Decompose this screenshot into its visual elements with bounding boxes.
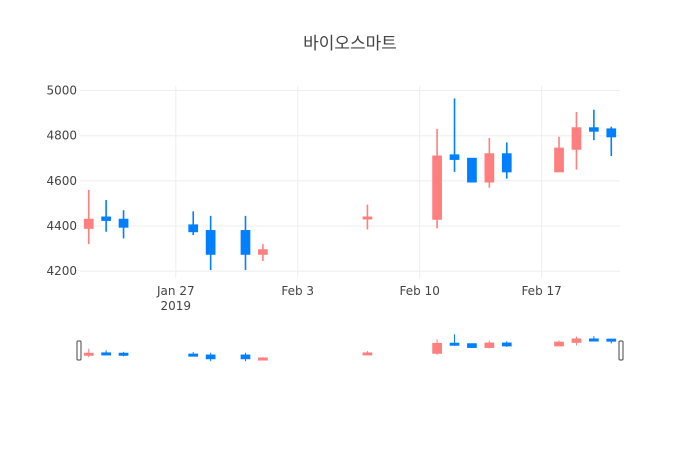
- candle[interactable]: [118, 210, 129, 239]
- slider-candle[interactable]: [240, 352, 251, 362]
- slider-candle-body: [101, 352, 111, 356]
- slider-candle[interactable]: [188, 352, 199, 357]
- slider-candle-body: [554, 341, 564, 347]
- candle-body: [118, 218, 129, 228]
- candle-body: [432, 155, 442, 220]
- candle[interactable]: [83, 189, 94, 245]
- slider-candle-body: [205, 354, 216, 360]
- slider-candle[interactable]: [589, 336, 599, 342]
- candle-body: [362, 216, 373, 220]
- chart-title: 바이오스마트: [303, 34, 397, 54]
- x-tick-year-label: 2019: [161, 299, 192, 313]
- slider-candle-body: [188, 353, 199, 357]
- range-slider-right-handle[interactable]: [618, 340, 624, 361]
- y-tick-label: 4400: [46, 219, 77, 233]
- slider-candle-body: [589, 338, 599, 342]
- candle[interactable]: [449, 98, 460, 172]
- candle-body: [467, 157, 477, 183]
- slider-candle-body: [258, 357, 268, 361]
- x-tick-label: Jan 27: [156, 284, 195, 298]
- slider-candle[interactable]: [449, 334, 460, 346]
- candle[interactable]: [554, 136, 564, 173]
- slider-candle-body: [501, 342, 512, 347]
- candle-body: [571, 127, 582, 150]
- slider-candle-body: [118, 352, 129, 356]
- slider-candle[interactable]: [118, 351, 129, 357]
- candle[interactable]: [484, 137, 495, 188]
- candles[interactable]: [83, 98, 617, 271]
- x-tick-label: Feb 17: [521, 284, 561, 298]
- candle[interactable]: [240, 215, 251, 271]
- slider-candle-body: [606, 338, 617, 342]
- candle[interactable]: [467, 157, 477, 183]
- y-tick-label: 4800: [46, 129, 77, 143]
- y-tick-label: 5000: [46, 84, 77, 98]
- slider-candle[interactable]: [571, 336, 582, 346]
- slider-candle-body: [432, 342, 442, 354]
- candle[interactable]: [606, 126, 617, 157]
- slider-candle[interactable]: [362, 350, 373, 356]
- slider-candle[interactable]: [467, 343, 477, 348]
- candle[interactable]: [501, 142, 512, 179]
- candle[interactable]: [101, 200, 111, 232]
- slider-candle[interactable]: [101, 350, 111, 356]
- candle-body: [188, 224, 199, 233]
- range-slider[interactable]: [76, 334, 624, 362]
- x-tick-label: Feb 3: [281, 284, 314, 298]
- candle[interactable]: [205, 215, 216, 271]
- candle[interactable]: [571, 111, 582, 170]
- candle-body: [606, 128, 617, 138]
- y-tick-label: 4600: [46, 174, 77, 188]
- slider-candle[interactable]: [554, 340, 564, 347]
- slider-candle[interactable]: [501, 341, 512, 347]
- range-slider-left-handle[interactable]: [76, 340, 82, 361]
- slider-candle[interactable]: [606, 338, 617, 344]
- slider-candle[interactable]: [484, 340, 495, 349]
- slider-candle[interactable]: [258, 357, 268, 361]
- candle[interactable]: [258, 244, 268, 262]
- slider-candle-body: [449, 342, 460, 346]
- grid-lines: [80, 86, 620, 278]
- candle-body: [101, 216, 111, 221]
- slider-candle-body: [240, 354, 251, 360]
- slider-candle-body: [484, 342, 495, 348]
- candle-body: [589, 127, 599, 132]
- slider-candle[interactable]: [83, 348, 94, 358]
- y-tick-label: 4200: [46, 264, 77, 278]
- candle[interactable]: [432, 128, 442, 229]
- candle[interactable]: [188, 211, 199, 236]
- candle-body: [449, 154, 460, 160]
- slider-candle-body: [571, 338, 582, 343]
- slider-candle[interactable]: [432, 339, 442, 355]
- candle-body: [258, 249, 268, 255]
- candle-body: [554, 147, 564, 173]
- candle[interactable]: [589, 109, 599, 141]
- slider-candle-body: [83, 352, 94, 356]
- candle-body: [501, 153, 512, 173]
- slider-candle[interactable]: [205, 352, 216, 362]
- y-axis: 4200 4400 4600 4800 5000: [46, 84, 77, 279]
- slider-candle-body: [467, 343, 477, 348]
- candle-body: [205, 230, 216, 255]
- candle-body: [83, 218, 94, 229]
- candle-body: [240, 230, 251, 255]
- slider-candle-body: [362, 352, 373, 356]
- x-tick-label: Feb 10: [400, 284, 440, 298]
- candle[interactable]: [362, 204, 373, 230]
- candle-body: [484, 153, 495, 183]
